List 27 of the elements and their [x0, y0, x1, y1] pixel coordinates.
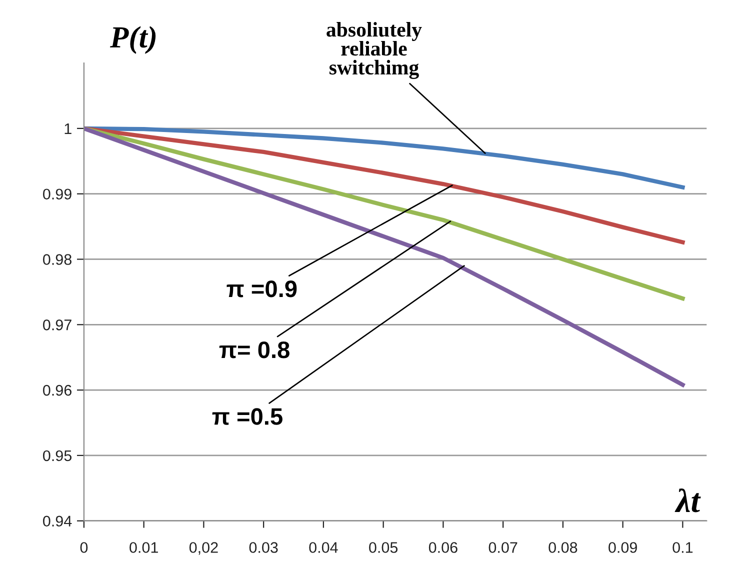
x-tick-label: 0.05	[369, 542, 398, 553]
y-tick-label: 0.97	[43, 320, 72, 330]
x-tick-label: 0	[80, 542, 88, 553]
line-series	[84, 126, 685, 301]
x-tick-label: 0.09	[608, 542, 637, 553]
y-tick-label: 0.99	[43, 188, 72, 200]
x-tick-label: 0.03	[249, 542, 278, 553]
annotation: π= 0.8	[219, 341, 290, 358]
y-tick-label: 0.98	[43, 254, 72, 265]
y-tick-label: 0.96	[43, 384, 72, 396]
x-tick-label: 0.07	[488, 542, 518, 553]
x-tick-label: 0.04	[309, 542, 338, 553]
y-tick-label: 0.94	[43, 516, 72, 527]
line-series	[84, 126, 685, 387]
x-tick-label: 0.1	[672, 542, 693, 553]
y-tick-label: 1	[64, 123, 72, 134]
annotation: π =0.9	[226, 280, 297, 298]
x-tick-label: 0,02	[189, 542, 218, 555]
x-tick-label: 0.06	[428, 542, 458, 553]
x-tick-label: 0.01	[130, 542, 158, 553]
annotation: π =0.5	[212, 408, 282, 425]
annotation: absoliutely reliable switchimg	[326, 22, 422, 79]
x-tick-label: 0.08	[548, 542, 578, 553]
line-series	[84, 126, 685, 244]
y-axis-title: P(t)	[110, 26, 156, 54]
x-axis-title: λt	[674, 488, 701, 512]
y-tick-label: 0.95	[43, 450, 72, 462]
